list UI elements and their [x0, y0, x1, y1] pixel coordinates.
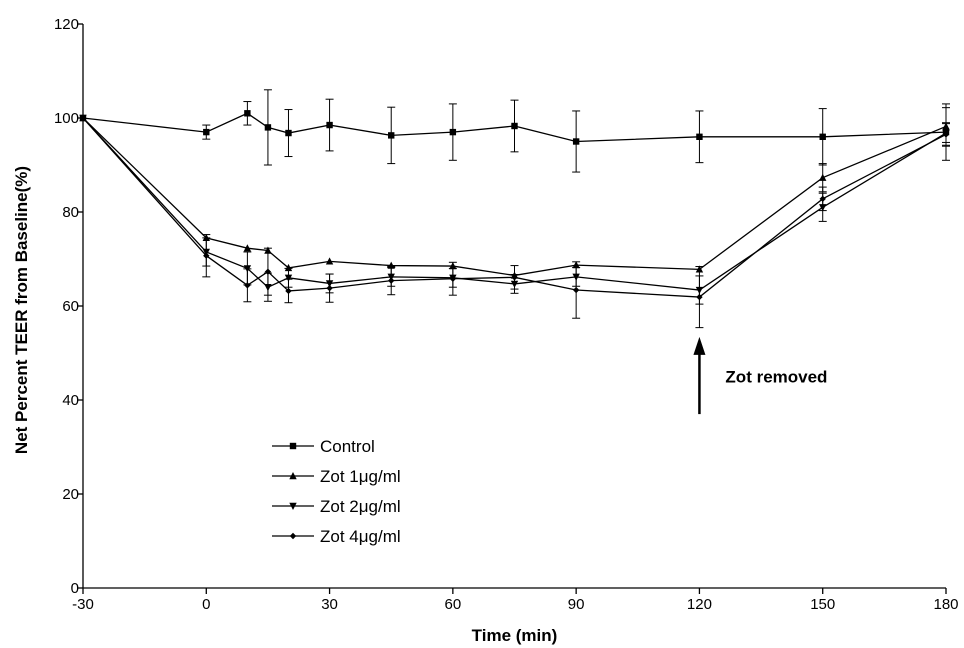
legend-item: Zot 1μg/ml [272, 467, 401, 486]
data-point [326, 121, 333, 129]
data-point [449, 128, 457, 136]
data-point [326, 284, 333, 292]
data-point [819, 195, 826, 203]
y-tick-label: 80 [62, 204, 79, 221]
data-point [696, 133, 703, 140]
series-1 [79, 89, 950, 173]
legend-label: Zot 2μg/ml [320, 497, 401, 516]
y-tick-label: 120 [54, 16, 79, 33]
data-point [243, 244, 252, 252]
annotation-arrowhead [693, 336, 706, 355]
x-tick-label: 0 [202, 596, 210, 613]
legend-marker [289, 502, 297, 510]
data-point [325, 257, 334, 265]
legend-marker [289, 472, 297, 480]
data-point [285, 287, 292, 295]
x-axis-title: Time (min) [472, 626, 558, 645]
x-tick-label: 60 [445, 596, 462, 613]
data-point [284, 263, 293, 272]
data-point [819, 173, 827, 181]
data-point [284, 274, 293, 282]
data-point [388, 277, 395, 284]
data-point [511, 122, 518, 130]
data-point [942, 131, 950, 138]
data-point [511, 274, 518, 281]
x-tick-label: 120 [687, 596, 712, 613]
y-tick-label: 60 [62, 298, 79, 315]
x-tick-label: 30 [321, 596, 338, 613]
y-tick-label: 40 [62, 392, 79, 409]
data-point [79, 114, 87, 122]
legend-item: Control [272, 437, 375, 456]
data-point [819, 133, 826, 140]
legend-item: Zot 4μg/ml [272, 527, 401, 546]
x-tick-label: 90 [568, 596, 585, 613]
series-4 [79, 114, 950, 329]
y-tick-label: 20 [62, 486, 79, 503]
annotation-zot-removed: Zot removed [725, 368, 827, 387]
series-layer [79, 89, 950, 329]
x-tick-label: -30 [72, 596, 94, 613]
data-point [244, 110, 251, 117]
data-point [203, 252, 210, 259]
data-point [244, 282, 251, 289]
data-point [572, 286, 580, 294]
x-tick-label: 180 [933, 596, 958, 613]
y-tick-label: 100 [54, 110, 79, 127]
y-tick-label: 0 [71, 580, 79, 597]
annotation-layer: Zot removed [693, 336, 827, 415]
legend-marker [289, 532, 297, 540]
legend-item: Zot 2μg/ml [272, 497, 401, 516]
data-point [264, 268, 272, 275]
legend-label: Zot 4μg/ml [320, 527, 401, 546]
legend-label: Zot 1μg/ml [320, 467, 401, 486]
legend: Control Zot 1μg/ml Zot 2μg/ml Zot 4μg/ml [272, 437, 401, 546]
x-tick-label: 150 [810, 596, 835, 613]
legend-label: Control [320, 437, 375, 456]
data-point [572, 138, 580, 145]
data-point [203, 128, 210, 136]
data-point [388, 132, 395, 139]
legend-marker [289, 442, 297, 450]
data-point [264, 124, 272, 131]
data-point [285, 129, 292, 137]
data-point [449, 275, 457, 282]
y-axis-title: Net Percent TEER from Baseline(%) [12, 166, 31, 454]
data-point [696, 293, 703, 301]
